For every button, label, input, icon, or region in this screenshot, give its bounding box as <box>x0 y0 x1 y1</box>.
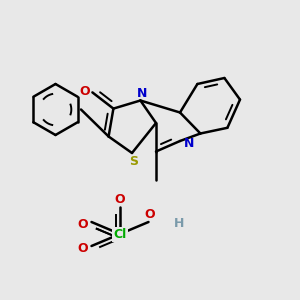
Text: Cl: Cl <box>113 227 127 241</box>
Text: N: N <box>184 137 194 150</box>
Text: O: O <box>79 85 90 98</box>
Text: O: O <box>77 218 88 232</box>
Text: O: O <box>115 193 125 206</box>
Text: O: O <box>77 242 88 256</box>
Text: O: O <box>145 208 155 221</box>
Text: S: S <box>129 155 138 168</box>
Text: H: H <box>174 217 184 230</box>
Text: N: N <box>137 87 147 101</box>
